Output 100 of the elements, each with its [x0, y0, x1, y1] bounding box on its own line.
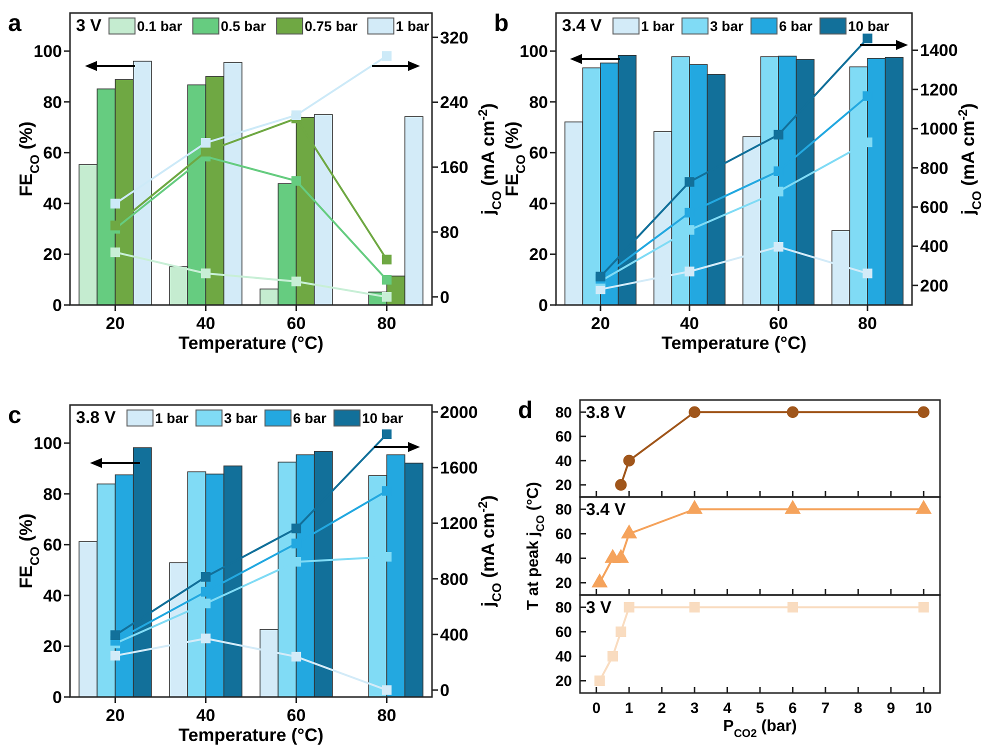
point [592, 574, 608, 588]
chart-title: b [494, 10, 509, 37]
y-tick-label: 80 [529, 92, 548, 112]
y2-tick-label: 1200 [440, 514, 478, 534]
annotation: 3.8 V [76, 408, 116, 427]
point [594, 676, 605, 686]
x-tick-label: 9 [886, 700, 896, 717]
y-tick-label: 80 [43, 92, 62, 112]
point [862, 34, 872, 44]
point [382, 429, 392, 440]
point [774, 242, 784, 252]
point [615, 479, 627, 491]
y-tick-label: 60 [555, 526, 572, 543]
legend-label: 0.1 bar [137, 18, 183, 34]
point [623, 454, 635, 466]
point [200, 268, 211, 278]
point [787, 602, 798, 612]
x-tick-label: 6 [788, 700, 797, 717]
y2-tick-label: 1600 [440, 458, 478, 478]
y-tick-label: 100 [34, 42, 62, 62]
point [686, 500, 702, 514]
x-tick-label: 60 [769, 314, 788, 333]
x-tick-label: 80 [858, 314, 877, 333]
x-tick-label: 40 [680, 314, 699, 333]
point [382, 254, 392, 264]
x-tick-label: 2 [658, 700, 666, 717]
y-tick-label: 60 [43, 144, 62, 163]
y2-tick-label: 400 [920, 237, 948, 256]
point [624, 602, 634, 612]
x-tick-label: 20 [106, 314, 125, 333]
point [785, 500, 800, 514]
x-tick-label: 5 [756, 700, 764, 717]
y2-tick-label: 2000 [440, 402, 478, 422]
y-tick-label: 0 [52, 296, 62, 315]
y-tick-label: 60 [529, 144, 548, 163]
point [110, 198, 120, 208]
y-tick-label: 60 [555, 428, 572, 446]
legend-label: 10 bar [848, 18, 890, 34]
y2-tick-label: 200 [920, 276, 948, 296]
annotation: 3.8 V [586, 403, 626, 422]
x-tick-label: 4 [723, 700, 732, 717]
x-axis-title: P$_{CO2}$ (bar) [723, 718, 797, 740]
annotation: 3.4 V [586, 500, 626, 519]
point [110, 220, 120, 230]
point [291, 276, 302, 286]
y2-tick-label: 600 [920, 198, 948, 217]
y2-tick-label: 0 [440, 288, 450, 307]
legend-label: 0.75 bar [304, 18, 358, 34]
chart-title: c [8, 402, 22, 429]
point [110, 650, 120, 661]
y-tick-label: 20 [43, 637, 62, 656]
x-tick-label: 80 [377, 314, 396, 333]
legend-label: 3 bar [710, 18, 744, 34]
point [918, 602, 929, 612]
x-tick-label: 1 [624, 700, 634, 717]
annotation: 3 V [586, 598, 612, 617]
y-tick-label: 20 [555, 673, 572, 690]
legend-label: 1 bar [641, 18, 676, 34]
x-tick-label: 10 [915, 700, 932, 717]
y-tick-label: 40 [555, 550, 572, 568]
y-tick-label: 20 [555, 477, 572, 494]
point [382, 685, 392, 695]
point [786, 406, 799, 418]
x-tick-label: 80 [377, 706, 396, 725]
point [291, 176, 302, 186]
y2-tick-label: 160 [440, 158, 468, 178]
y-tick-label: 0 [538, 296, 548, 315]
y-tick-label: 80 [555, 600, 572, 616]
y-tick-label: 60 [43, 536, 62, 555]
y-tick-label: 100 [520, 42, 548, 62]
legend-label: 1 bar [396, 18, 430, 34]
point [684, 266, 694, 276]
point [688, 406, 700, 418]
y2-tick-label: 240 [440, 93, 468, 112]
chart-title: a [8, 10, 22, 37]
y2-tick-label: 1200 [920, 80, 958, 100]
point [607, 651, 618, 662]
y-tick-label: 20 [555, 575, 572, 592]
point [291, 524, 302, 534]
y2-tick-label: 400 [440, 625, 468, 644]
y2-tick-label: 320 [440, 28, 468, 48]
point [382, 51, 392, 61]
point [110, 247, 120, 258]
x-axis-title: Temperature (°C) [178, 333, 324, 353]
x-tick-label: 7 [821, 700, 830, 717]
point [916, 500, 932, 514]
point [382, 275, 392, 285]
chart-title: d [518, 397, 533, 424]
legend-label: 3 bar [224, 410, 258, 426]
legend-label: 1 bar [155, 410, 190, 426]
x-tick-label: 0 [592, 700, 601, 717]
x-tick-label: 60 [286, 706, 306, 725]
y-tick-label: 20 [43, 245, 62, 264]
x-axis-title: Temperature (°C) [662, 333, 806, 353]
point [862, 268, 872, 278]
y2-tick-label: 800 [920, 158, 948, 178]
point [613, 549, 629, 563]
point [110, 630, 120, 640]
point [200, 634, 211, 644]
point [774, 130, 784, 140]
